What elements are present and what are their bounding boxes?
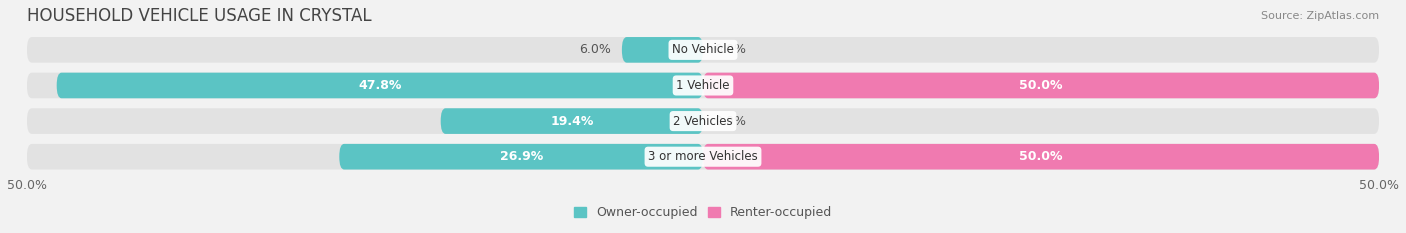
Text: 0.0%: 0.0% — [714, 115, 745, 128]
Text: 3 or more Vehicles: 3 or more Vehicles — [648, 150, 758, 163]
Text: 2 Vehicles: 2 Vehicles — [673, 115, 733, 128]
FancyBboxPatch shape — [621, 37, 703, 63]
Text: HOUSEHOLD VEHICLE USAGE IN CRYSTAL: HOUSEHOLD VEHICLE USAGE IN CRYSTAL — [27, 7, 371, 25]
Text: 47.8%: 47.8% — [359, 79, 402, 92]
Legend: Owner-occupied, Renter-occupied: Owner-occupied, Renter-occupied — [574, 206, 832, 219]
Text: 26.9%: 26.9% — [499, 150, 543, 163]
FancyBboxPatch shape — [703, 144, 1379, 170]
FancyBboxPatch shape — [440, 108, 703, 134]
Text: 19.4%: 19.4% — [550, 115, 593, 128]
FancyBboxPatch shape — [703, 73, 1379, 98]
FancyBboxPatch shape — [339, 144, 703, 170]
FancyBboxPatch shape — [27, 73, 1379, 98]
Text: 50.0%: 50.0% — [1019, 150, 1063, 163]
Text: 0.0%: 0.0% — [714, 43, 745, 56]
FancyBboxPatch shape — [27, 37, 1379, 63]
FancyBboxPatch shape — [27, 108, 1379, 134]
FancyBboxPatch shape — [56, 73, 703, 98]
Text: 6.0%: 6.0% — [579, 43, 612, 56]
Text: 1 Vehicle: 1 Vehicle — [676, 79, 730, 92]
Text: Source: ZipAtlas.com: Source: ZipAtlas.com — [1261, 11, 1379, 21]
Text: 50.0%: 50.0% — [1019, 79, 1063, 92]
Text: No Vehicle: No Vehicle — [672, 43, 734, 56]
FancyBboxPatch shape — [27, 144, 1379, 170]
